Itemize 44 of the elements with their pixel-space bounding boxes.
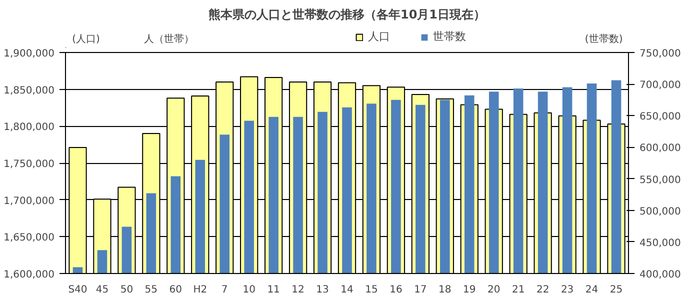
x-tick-label: 16: [390, 284, 402, 296]
x-tick-label: 12: [292, 284, 304, 296]
y2-axis-title: (世帯数): [584, 33, 623, 46]
legend-label: 人口: [368, 29, 390, 44]
y-tick-label: 1,850,000: [4, 85, 55, 96]
x-tick-label: 22: [536, 284, 550, 296]
x-tick-label: 50: [120, 284, 134, 296]
x-tick-label: S40: [68, 284, 88, 296]
y-tick-label: 1,900,000: [4, 48, 55, 60]
y2-tick-label: 550,000: [640, 174, 681, 186]
chart-title: 熊本県の人口と世帯数の推移（各年10月1日現在）: [208, 8, 486, 22]
x-tick-label: 17: [414, 284, 427, 296]
y-tick-label: 1,800,000: [4, 122, 55, 134]
y-tick-label: 1,650,000: [4, 232, 55, 244]
x-tick-label: 60: [169, 284, 182, 296]
y2-tick-label: 650,000: [640, 112, 681, 123]
y2-tick-label: 450,000: [640, 238, 681, 249]
y2-tick-label: 600,000: [640, 143, 681, 154]
y-tick-label: 1,600,000: [4, 270, 55, 280]
x-tick-label: 25: [610, 284, 623, 296]
y2-tick-label: 400,000: [640, 270, 681, 280]
x-tick-label: 21: [512, 284, 525, 296]
x-tick-label: 18: [438, 284, 452, 296]
y2-tick-label: 700,000: [640, 80, 681, 92]
y-axis-title: (人口): [72, 34, 100, 46]
legend-label: 世帯数: [433, 29, 466, 44]
x-tick-label: 24: [585, 284, 598, 296]
x-tick-label: 10: [242, 284, 256, 296]
x-tick-label: 55: [144, 284, 158, 296]
x-tick-label: 11: [267, 284, 280, 296]
x-tick-label: H2: [193, 284, 208, 296]
y2-tick-label: 500,000: [640, 206, 681, 218]
x-tick-label: 45: [96, 284, 109, 296]
x-tick-label: 19: [463, 284, 476, 296]
x-tick-label: 20: [488, 284, 500, 296]
x-tick-label: 15: [365, 284, 378, 296]
text: 人（世帯）: [144, 33, 194, 46]
x-tick-label: 7: [221, 284, 228, 296]
x-tick-label: 23: [560, 284, 574, 296]
y-tick-label: 1,700,000: [4, 196, 55, 207]
y2-tick-label: 750,000: [640, 48, 681, 60]
x-tick-label: 14: [340, 284, 354, 296]
x-tick-label: 13: [316, 284, 329, 296]
y-tick-label: 1,750,000: [4, 159, 55, 170]
